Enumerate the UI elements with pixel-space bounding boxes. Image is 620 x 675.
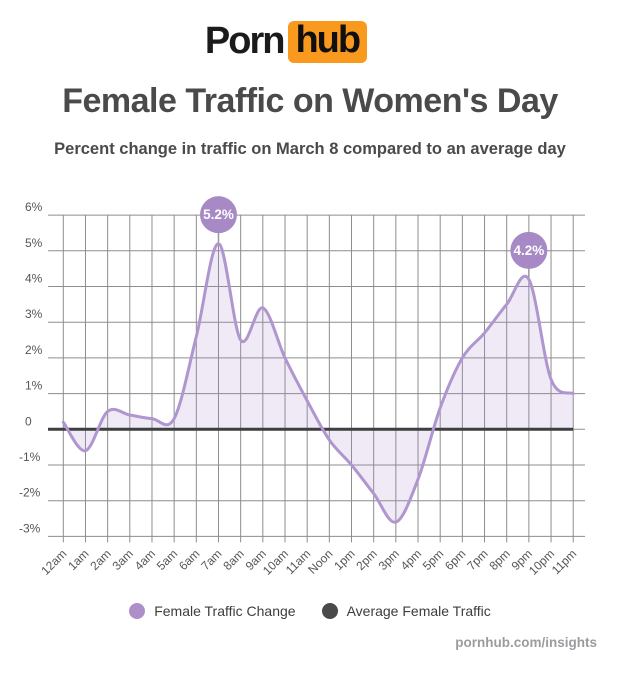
legend-label: Average Female Traffic <box>346 603 491 619</box>
x-tick-label: 6pm <box>442 547 468 573</box>
x-tick-label: 3am <box>110 547 136 573</box>
y-tick-label: 6% <box>25 200 43 214</box>
annotation-label: 4.2% <box>513 243 544 258</box>
y-tick-label: 3% <box>25 307 43 321</box>
y-tick-label: -3% <box>19 521 41 535</box>
legend-item-average-female-traffic: Average Female Traffic <box>321 603 491 619</box>
x-tick-label: 4pm <box>398 547 424 573</box>
y-tick-label: 5% <box>25 236 43 250</box>
x-tick-label: 2am <box>87 547 113 573</box>
x-tick-label: 4am <box>132 547 158 573</box>
logo-text-porn: Porn <box>204 20 286 62</box>
footer-url: pornhub.com/insights <box>455 635 597 650</box>
y-tick-label: -1% <box>19 450 41 464</box>
x-tick-label: 1pm <box>331 547 357 573</box>
area-fill <box>63 243 574 523</box>
y-tick-label: 4% <box>25 272 43 286</box>
annotation-label: 5.2% <box>203 207 234 222</box>
x-tick-label: 1am <box>65 547 91 573</box>
x-tick-label: 8am <box>220 547 246 573</box>
traffic-chart: 6%5%4%3%2%1%0-1%-2%-3%12am1am2am3am4am5a… <box>19 196 585 578</box>
chart-legend: Female Traffic Change Average Female Tra… <box>0 603 620 619</box>
y-tick-label: 2% <box>25 343 43 357</box>
x-tick-label: 11am <box>283 547 314 578</box>
y-tick-label: 1% <box>25 379 43 393</box>
logo-text-hub: hub <box>288 20 368 63</box>
legend-dot-icon <box>321 603 338 619</box>
x-tick-label: 8pm <box>486 547 512 573</box>
x-tick-label: 5am <box>154 547 180 573</box>
x-tick-label: 7am <box>198 547 224 573</box>
page-subtitle: Percent change in traffic on March 8 com… <box>54 140 566 158</box>
x-tick-label: 3pm <box>376 547 402 573</box>
x-tick-label: 6am <box>176 547 202 573</box>
female-traffic-curve <box>61 242 575 524</box>
pornhub-logo: Porn hub <box>0 20 620 63</box>
legend-item-female-traffic-change: Female Traffic Change <box>129 603 296 619</box>
x-tick-label: 2pm <box>353 547 379 573</box>
legend-label: Female Traffic Change <box>154 603 296 619</box>
y-tick-label: -2% <box>19 486 41 500</box>
legend-dot-icon <box>129 603 146 619</box>
page-title: Female Traffic on Women's Day <box>62 82 558 120</box>
x-tick-label: 7pm <box>464 547 490 573</box>
annotation-bubble <box>510 231 548 269</box>
x-tick-label: Noon <box>305 547 335 577</box>
x-tick-label: 11pm <box>549 547 580 578</box>
annotation-bubble <box>199 196 237 234</box>
y-tick-label: 0 <box>25 414 32 428</box>
x-tick-label: 5pm <box>420 547 446 573</box>
